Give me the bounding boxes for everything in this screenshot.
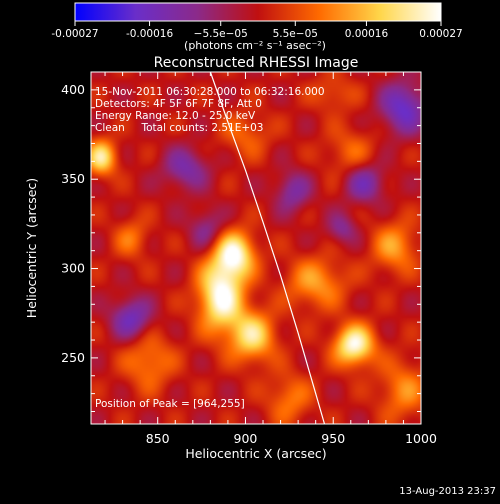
x-tick-label: 900: [234, 431, 258, 446]
x-tick-label: 850: [146, 431, 170, 446]
y-tick-label: 250: [61, 350, 85, 365]
x-axis-ticks: 850 900 950 1000: [104, 72, 437, 446]
colorbar-tick-label: 0.00016: [345, 28, 389, 40]
y-tick-label: 300: [61, 261, 85, 276]
colorbar: -0.00027 -0.00016 −5.5e−05 5.5e−05 0.00016 0.…: [51, 2, 463, 52]
solar-limb-curve: [209, 72, 326, 424]
heatmap-image: [91, 72, 421, 424]
colorbar-tick-label: −5.5e−05: [194, 28, 248, 40]
annotation-total-counts: Clean Total counts: 2.51E+03: [95, 122, 264, 134]
x-tick-label: 950: [321, 431, 345, 446]
colorbar-tick-label: 0.00027: [419, 28, 462, 40]
colorbar-bar: [74, 2, 442, 22]
peak-position-label: Position of Peak = [964,255]: [95, 398, 245, 410]
y-axis-label: Heliocentric Y (arcsec): [24, 178, 39, 318]
annotation-detectors: Detectors: 4F 5F 6F 7F 8F, Att 0: [95, 98, 262, 110]
colorbar-tick-label: 5.5e−05: [273, 28, 318, 40]
footer-timestamp: 13-Aug-2013 23:37: [399, 486, 496, 497]
y-tick-label: 400: [61, 82, 85, 97]
colorbar-tick-label: -0.00016: [126, 28, 174, 40]
plot-frame: [90, 71, 422, 425]
annotation-energy-range: Energy Range: 12.0 - 25.0 keV: [95, 110, 256, 122]
chart-title: Reconstructed RHESSI Image: [154, 55, 359, 71]
x-tick-label: 1000: [405, 431, 437, 446]
x-axis-label: Heliocentric X (arcsec): [185, 446, 326, 461]
colorbar-tick-label: -0.00027: [51, 28, 98, 40]
plot-area: 850 900 950 1000 250 300 350 400 15-Nov-2011 0…: [61, 71, 437, 446]
y-tick-label: 350: [61, 171, 85, 186]
colorbar-ticks: -0.00027 -0.00016 −5.5e−05 5.5e−05 0.00016 0.…: [51, 21, 463, 40]
colorbar-unit-label: (photons cm⁻² s⁻¹ asec⁻²): [184, 39, 326, 52]
annotation-time-range: 15-Nov-2011 06:30:28.000 to 06:32:16.000: [95, 86, 325, 98]
y-axis-ticks: 250 300 350 400: [61, 71, 421, 412]
